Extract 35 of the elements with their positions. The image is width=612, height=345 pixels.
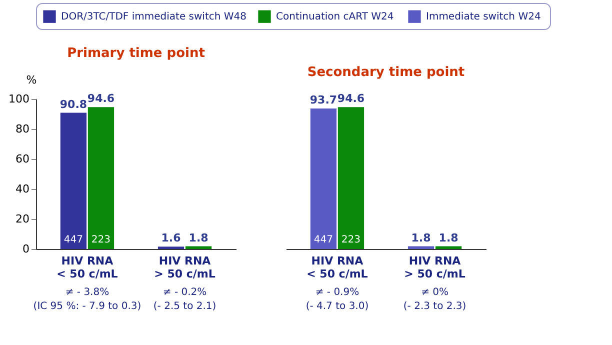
- data-label: 94.6: [337, 92, 365, 106]
- y-tick-label: 0: [22, 242, 30, 256]
- text: ≠ 0% (- 2.3 to 2.3): [403, 287, 466, 312]
- y-axis-title: %: [26, 74, 37, 86]
- y-tick-label: 100: [8, 92, 30, 106]
- chart-title: Primary time point: [67, 46, 205, 61]
- data-label: 94.6: [87, 92, 115, 106]
- annotation: 447: [64, 234, 84, 246]
- legend-label: DOR/3TC/TDF immediate switch W48: [61, 12, 246, 23]
- bar: [185, 246, 212, 249]
- bar: [88, 107, 114, 249]
- bar: [60, 112, 87, 249]
- legend-label: Immediate switch W24: [426, 12, 541, 23]
- data-label: 93.7: [310, 93, 338, 106]
- x-tick-label: HIV RNA > 50 c/mL: [404, 254, 466, 280]
- text: ≠ - 0.2% (- 2.5 to 2.1): [153, 287, 216, 312]
- data-label: 1.8: [188, 231, 208, 244]
- data-label: 1.6: [161, 232, 182, 245]
- data-label: 1.8: [411, 231, 431, 244]
- annotation: 223: [341, 234, 361, 246]
- data-label: 90.8: [60, 98, 88, 111]
- x-tick-label: HIV RNA < 50 c/mL: [306, 254, 368, 280]
- text: ≠ - 3.8% (IC 95 %: - 7.9 to 0.3): [33, 287, 142, 312]
- annotation: 447: [314, 234, 334, 246]
- annotation: 223: [91, 234, 111, 246]
- data-label: 1.8: [438, 231, 458, 244]
- x-tick-label: HIV RNA > 50 c/mL: [154, 254, 216, 280]
- legend-label: Continuation cART W24: [276, 12, 394, 23]
- y-tick-label: 40: [16, 182, 30, 196]
- y-tick-label: 60: [16, 152, 30, 166]
- y-tick-label: 20: [16, 212, 30, 226]
- x-tick-label: HIV RNA < 50 c/mL: [56, 254, 118, 280]
- chart-title: Secondary time point: [307, 65, 465, 80]
- y-tick-label: 80: [16, 122, 30, 136]
- text: ≠ - 0.9% (- 4.7 to 3.0): [306, 287, 369, 312]
